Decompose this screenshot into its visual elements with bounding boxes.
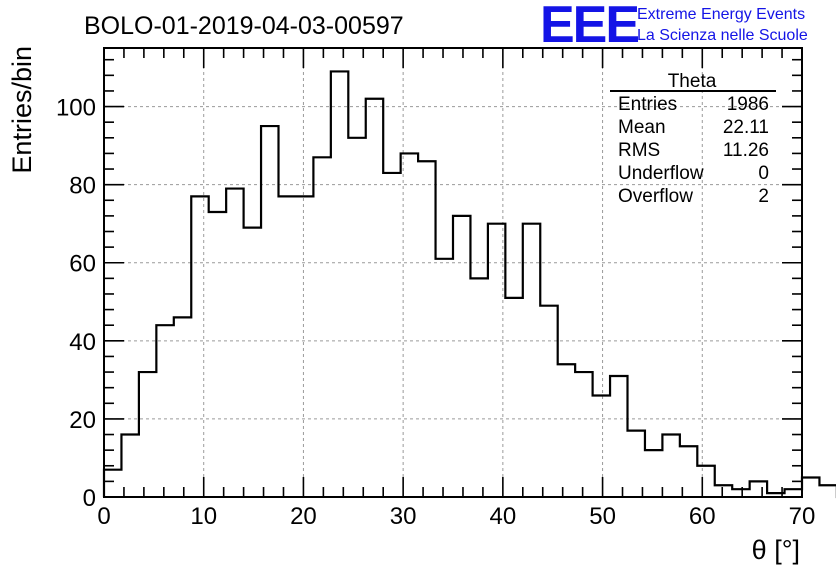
eee-logo-mark: EEE [540,0,638,54]
histogram-bin [209,212,226,497]
stats-label-mean: Mean [618,117,666,138]
histogram-bin [523,224,540,497]
histogram-bin [348,138,365,497]
stats-box: Theta Entries 1986 Mean 22.11 RMS 11.26 … [610,71,776,207]
histogram-bin [244,228,261,497]
stats-value-overflow: 2 [758,186,769,207]
eee-logo: EEE Extreme Energy Events La Scienza nel… [540,0,808,54]
histogram-bin [331,71,348,497]
histogram-bin [366,99,383,497]
histogram-bin [104,470,121,497]
histogram-bin [313,157,330,497]
histogram-bin [296,196,313,497]
y-axis-label: Entries/bin [7,46,37,174]
histogram-bin [156,325,173,497]
stats-label-entries: Entries [618,94,677,115]
histogram-bin [470,278,487,497]
histogram-bin [139,372,156,497]
stats-value-underflow: 0 [758,163,769,184]
axes [103,47,803,498]
stats-label-overflow: Overflow [618,186,693,207]
histogram-bin [662,435,679,497]
x-tick-label: 10 [190,503,217,530]
x-axis-label: θ [°] [752,535,800,565]
chart-title: BOLO-01-2019-04-03-00597 [84,12,404,40]
histogram-bin [401,153,418,497]
stats-value-rms: 11.26 [723,140,769,161]
histogram-bin [488,224,505,497]
histogram-series [102,70,836,499]
stats-label-rms: RMS [618,140,660,161]
histogram-bin [697,466,714,497]
histogram-bin [785,489,802,497]
histogram-bin [540,306,557,497]
x-tick-label: 0 [97,503,110,530]
y-tick-label: 60 [69,251,96,278]
x-tick-label: 70 [789,503,816,530]
stats-label-underflow: Underflow [618,163,704,184]
histogram-bin [174,317,191,497]
stats-box-title: Theta [668,71,717,92]
y-tick-label: 20 [69,407,96,434]
histogram-bin [418,161,435,497]
x-tick-label: 20 [290,503,317,530]
x-tick-label: 50 [589,503,616,530]
stats-value-mean: 22.11 [723,117,769,138]
x-tick-label: 30 [390,503,417,530]
eee-logo-line1: Extreme Energy Events [637,6,805,23]
histogram-bin [383,173,400,497]
histogram-bin [436,259,453,497]
y-tick-label: 40 [69,329,96,356]
histogram-bin [558,364,575,497]
grid-lines [104,48,802,497]
histogram-bin [750,481,767,497]
histogram-bin [645,450,662,497]
x-tick-label: 40 [490,503,517,530]
histogram-bin [261,126,278,497]
histogram-bin [802,477,819,497]
histogram-bin [279,196,296,497]
histogram-bin [819,485,836,497]
histogram-bin [610,376,627,497]
histogram-bin [453,216,470,497]
stats-value-entries: 1986 [727,94,769,115]
plot-frame [103,47,803,498]
histogram-bin [715,485,732,497]
histogram-bin [593,395,610,497]
eee-logo-line2: La Scienza nelle Scuole [637,27,808,44]
y-tick-label: 100 [56,95,96,122]
histogram-bin [505,298,522,497]
histogram-bin [226,189,243,497]
histogram-bin [732,489,749,497]
histogram-bin [575,372,592,497]
y-tick-label: 0 [83,485,96,512]
y-tick-label: 80 [69,173,96,200]
x-tick-label: 60 [689,503,716,530]
histogram-outline [102,70,836,499]
histogram-bin [191,196,208,497]
